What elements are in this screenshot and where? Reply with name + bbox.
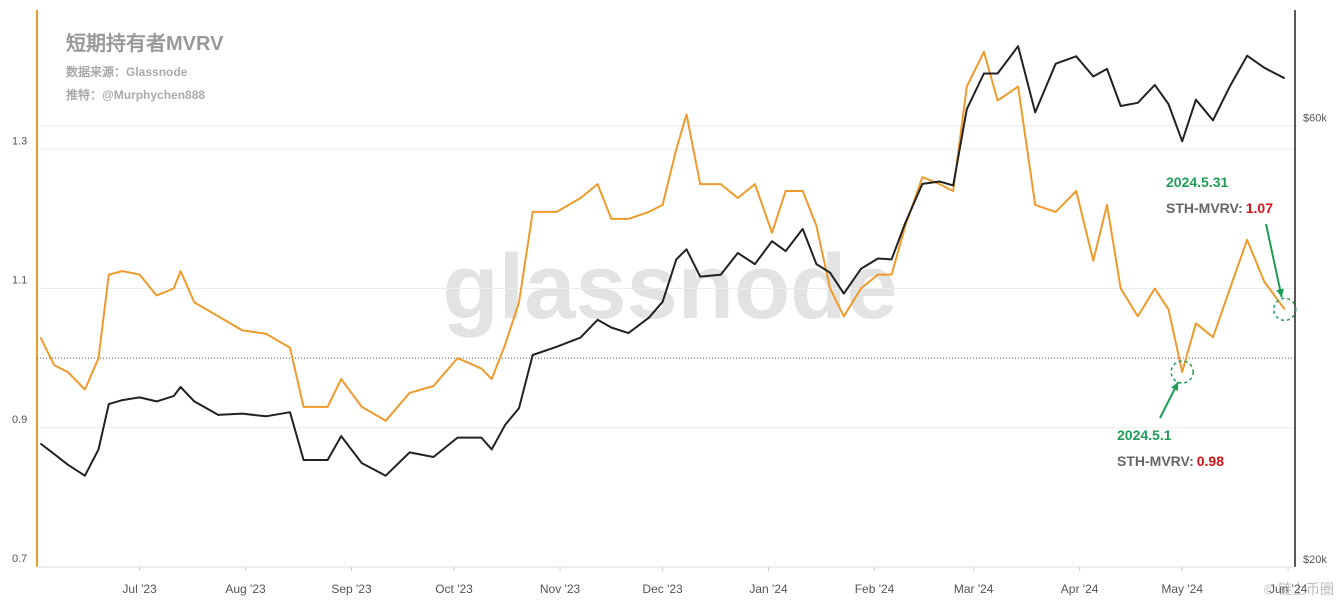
x-tick-label: Apr '24	[1061, 582, 1099, 596]
annotation-value: 1.07	[1246, 200, 1273, 216]
annotation-label: STH-MVRV:	[1117, 453, 1194, 469]
series-line	[39, 50, 1286, 422]
x-tick-label: Oct '23	[435, 582, 473, 596]
x-tick-label: Feb '24	[855, 582, 895, 596]
y-tick-label: 0.7	[12, 553, 27, 565]
y-tick-label: 0.9	[12, 414, 27, 426]
y-tick-label: 1.1	[12, 275, 27, 287]
x-tick-label: Jan '24	[749, 582, 788, 596]
y2-tick-label: $20k	[1303, 554, 1327, 566]
x-tick-label: Jul '23	[122, 582, 157, 596]
annotation-text: STH-MVRV: 1.07	[1166, 200, 1273, 216]
x-tick-label: Sep '23	[331, 582, 372, 596]
series-line	[39, 45, 1286, 477]
corner-mark: © 链上币圈	[1264, 581, 1334, 597]
y-tick-label: 1.3	[12, 135, 27, 147]
x-tick-label: Mar '24	[954, 582, 994, 596]
arrow-head	[1276, 288, 1284, 298]
chart-title: 短期持有者MVRV	[66, 31, 224, 55]
annotation-date: 2024.5.31	[1166, 174, 1228, 190]
y2-tick-label: $60k	[1303, 113, 1327, 125]
highlight-circle	[1272, 297, 1297, 322]
highlight-circle	[1170, 360, 1194, 384]
arrow-head	[1171, 382, 1179, 391]
x-tick-label: Nov '23	[540, 582, 581, 596]
author: 推特：@Murphychen888	[66, 87, 205, 102]
annotation-date: 2024.5.1	[1117, 427, 1172, 443]
annotation-arrow	[1265, 223, 1283, 298]
annotation-value: 0.98	[1197, 453, 1224, 469]
x-tick-label: May '24	[1161, 582, 1203, 596]
x-tick-label: Jun '24	[1269, 582, 1308, 596]
source: 数据来源：Glassnode	[66, 64, 188, 79]
x-tick-label: Aug '23	[225, 582, 266, 596]
annotation-text: STH-MVRV: 0.98	[1117, 453, 1224, 469]
annotation-label: STH-MVRV:	[1166, 200, 1243, 216]
x-tick-label: Dec '23	[642, 582, 683, 596]
